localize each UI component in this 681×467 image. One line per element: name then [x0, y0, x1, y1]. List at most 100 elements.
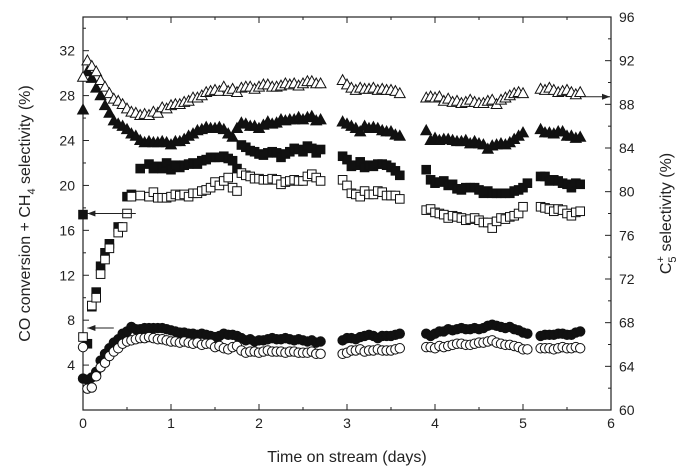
data-point-open-square	[117, 222, 128, 232]
data-point-open-circle	[394, 343, 405, 354]
data-point-open-circle	[522, 344, 533, 355]
data-point-open-triangle	[81, 54, 94, 66]
right-y-tick-label: 80	[619, 184, 635, 200]
data-point-open-square	[223, 172, 233, 183]
data-point-filled-triangle	[81, 64, 94, 77]
right-y-tick-label: 92	[619, 53, 635, 69]
data-point-filled-triangle	[89, 81, 103, 93]
left-y-tick-label: 12	[59, 267, 75, 283]
data-point-open-triangle	[94, 73, 107, 86]
data-point-open-triangle	[103, 86, 116, 99]
data-point-open-triangle	[151, 106, 165, 118]
data-point-open-square	[100, 254, 110, 265]
x-tick-label: 4	[431, 415, 439, 431]
data-point-filled-triangle	[103, 106, 116, 118]
right-y-tick-label: 68	[619, 315, 635, 331]
left-y-tick-label: 32	[59, 43, 75, 59]
data-point-filled-triangle	[94, 88, 107, 101]
arrow-head	[87, 325, 96, 332]
data-point-filled-triangle	[419, 123, 433, 136]
data-point-open-square	[518, 201, 528, 212]
data-point-open-triangle	[393, 86, 407, 99]
data-point-filled-square	[522, 178, 533, 188]
data-point-filled-square	[315, 144, 326, 155]
axis-title-part: CO conversion + CH	[17, 195, 34, 342]
data-point-filled-triangle	[314, 112, 327, 125]
data-point-filled-triangle	[573, 130, 587, 142]
right-y-tick-label: 76	[619, 227, 635, 243]
right-y-axis: 60 64 68 72 76 80 84 88 92 96	[605, 9, 635, 418]
data-point-open-circle	[315, 348, 326, 360]
series-filled-circle	[77, 319, 586, 385]
left-y-tick-label: 4	[67, 357, 75, 373]
data-point-open-square	[395, 194, 405, 204]
data-point-filled-triangle	[230, 121, 244, 134]
data-point-filled-triangle	[393, 129, 407, 141]
right-y-tick-label: 64	[619, 358, 635, 374]
axis-title-part: 5	[667, 256, 679, 262]
x-tick-label: 6	[607, 415, 615, 431]
data-point-open-square	[87, 300, 97, 311]
data-point-filled-triangle	[85, 71, 99, 83]
series-filled-square	[78, 140, 586, 349]
data-point-open-square	[232, 186, 242, 196]
data-point-filled-circle	[315, 336, 326, 347]
left-y-tick-label: 8	[67, 312, 75, 328]
x-tick-label: 3	[343, 415, 351, 431]
data-point-open-triangle	[516, 86, 530, 99]
x-axis-title: Time on stream (days)	[267, 449, 426, 466]
series-layer	[76, 54, 587, 394]
data-point-filled-triangle	[76, 103, 90, 115]
left-y-tick-label: 24	[59, 133, 75, 149]
x-tick-label: 5	[519, 415, 527, 431]
right-y-tick-label: 96	[619, 9, 635, 25]
data-point-open-square	[315, 176, 326, 186]
data-point-open-triangle	[76, 70, 90, 82]
x-axis: 0 1 2 3 4 5 6	[79, 17, 615, 431]
right-y-tick-label: 88	[619, 96, 635, 112]
data-point-open-triangle	[314, 76, 327, 89]
data-point-filled-square	[78, 209, 88, 220]
data-point-filled-square	[135, 163, 145, 174]
x-tick-label: 0	[79, 415, 87, 431]
right-y-axis-title: C5+ selectivity (%)	[655, 153, 679, 274]
data-point-open-triangle	[85, 59, 99, 71]
data-point-filled-circle	[394, 328, 405, 339]
data-point-open-triangle	[98, 80, 112, 92]
axis-title-part: selectivity (%)	[658, 153, 675, 256]
data-point-open-circle	[91, 371, 102, 382]
left-y-axis: 4 8 12 16 20 24 28 32	[59, 27, 89, 389]
data-point-open-square	[342, 180, 352, 191]
data-point-filled-square	[395, 170, 405, 181]
data-point-filled-square	[575, 179, 586, 190]
data-point-filled-circle	[522, 328, 533, 339]
data-point-filled-square	[227, 155, 238, 166]
right-y-tick-label: 84	[619, 140, 635, 156]
annotation-layer	[87, 93, 610, 332]
data-point-open-circle	[575, 343, 586, 354]
data-point-open-square	[104, 243, 115, 254]
x-tick-label: 1	[167, 415, 175, 431]
axis-title-part: 4	[26, 188, 38, 194]
data-point-open-square	[575, 206, 586, 217]
data-point-open-square	[135, 190, 145, 201]
arrow-head	[87, 210, 96, 217]
left-y-tick-label: 20	[59, 177, 75, 193]
data-point-filled-triangle	[226, 130, 239, 142]
left-y-tick-label: 28	[59, 88, 75, 104]
data-point-filled-triangle	[98, 98, 112, 111]
data-point-open-square	[126, 191, 137, 202]
axis-title-part: +	[655, 256, 667, 262]
data-point-open-circle	[77, 341, 89, 353]
series-open-square	[78, 168, 586, 342]
arrow-head	[602, 93, 610, 100]
data-point-filled-triangle	[516, 126, 530, 138]
left-y-axis-title: CO conversion + CH4 selectivity (%)	[17, 85, 38, 341]
right-y-tick-label: 72	[619, 271, 635, 287]
data-point-filled-square	[421, 164, 431, 175]
data-point-open-circle	[86, 382, 98, 393]
data-point-open-triangle	[89, 64, 103, 77]
data-point-open-square	[91, 292, 102, 303]
arrow-left	[87, 210, 136, 217]
